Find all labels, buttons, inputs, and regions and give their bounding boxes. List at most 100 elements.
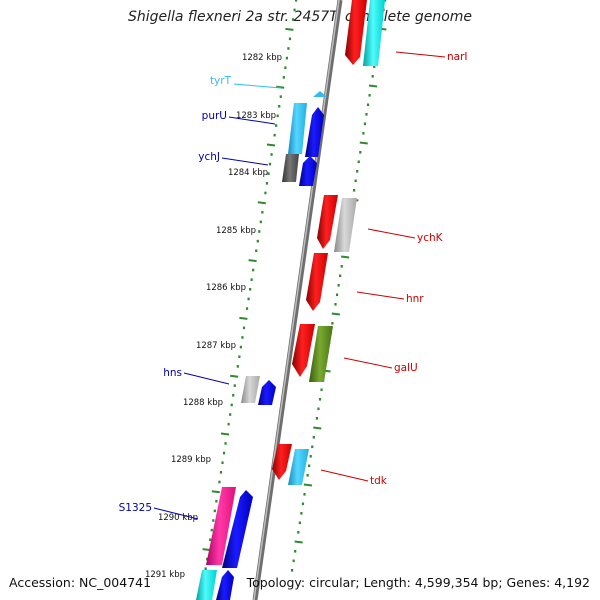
gene-purU[interactable] (288, 103, 307, 154)
major-tick (276, 85, 285, 89)
minor-tick (273, 133, 276, 137)
minor-tick (227, 422, 230, 426)
gene-galU-red[interactable] (292, 324, 315, 377)
minor-tick (275, 124, 278, 127)
gene-narI[interactable] (345, 0, 367, 65)
label-S1325[interactable]: S1325 (119, 502, 152, 514)
gene-hns[interactable] (241, 376, 260, 403)
major-tick (230, 374, 239, 378)
minor-tick (265, 182, 269, 185)
accession-text: Accession: NC_004741 (9, 575, 152, 590)
label-leaders (153, 51, 446, 520)
scale-label: 1284 kbp (228, 168, 268, 178)
major-tick (294, 540, 303, 544)
gene-ychJ-blue[interactable] (299, 156, 317, 186)
minor-tick (256, 239, 259, 243)
minor-tick (241, 336, 244, 339)
minor-tick (268, 162, 272, 166)
label-narI[interactable]: narI (447, 51, 468, 63)
label-hns[interactable]: hns (163, 367, 182, 379)
minor-tick (255, 249, 258, 253)
gene-purU-blue[interactable] (305, 107, 324, 157)
minor-tick (242, 326, 246, 330)
minor-tick (288, 37, 292, 41)
label-tdk[interactable]: tdk (370, 475, 388, 487)
gene-tdk-red[interactable] (272, 444, 292, 480)
minor-tick (301, 502, 305, 506)
gene-ychK-red[interactable] (317, 195, 338, 249)
minor-tick (294, 550, 297, 553)
minor-tick (309, 455, 312, 458)
gene-bottom-aqua[interactable] (196, 570, 217, 600)
label-tyrT[interactable]: tyrT (210, 75, 232, 87)
minor-tick (359, 151, 362, 154)
minor-tick (229, 413, 232, 416)
gene-ychJ[interactable] (282, 154, 299, 182)
minor-tick (293, 8, 296, 12)
major-tick (313, 426, 322, 430)
minor-tick (264, 191, 267, 195)
scale-label: 1285 kbp (216, 226, 256, 236)
minor-tick (259, 220, 262, 224)
minor-tick (270, 153, 273, 156)
gene-tdk[interactable] (288, 449, 309, 485)
minor-tick (308, 464, 311, 468)
major-tick (211, 490, 220, 494)
gene-galU[interactable] (309, 326, 333, 382)
scale-label: 1286 kbp (206, 283, 246, 293)
minor-tick (238, 355, 241, 359)
major-tick (368, 84, 378, 88)
gene-labels: narI tyrT purU ychJ ychK hnr galU hns td… (119, 51, 468, 514)
label-ychK[interactable]: ychK (417, 232, 444, 244)
scale-label: 1289 kbp (171, 455, 211, 465)
minor-tick (295, 0, 298, 2)
minor-tick (292, 559, 295, 563)
label-galU[interactable]: galU (394, 362, 418, 374)
scale-label: 1282 kbp (242, 53, 282, 63)
gene-S1325-blue[interactable] (222, 490, 253, 568)
minor-tick (365, 113, 368, 116)
gene-hns-blue[interactable] (258, 380, 276, 405)
minor-tick (204, 567, 207, 570)
minor-tick (354, 179, 357, 183)
minor-tick (233, 384, 236, 387)
minor-tick (300, 512, 303, 515)
minor-tick (312, 436, 315, 439)
minor-tick (232, 393, 235, 397)
gene-tyrT[interactable] (313, 91, 327, 97)
minor-tick (368, 94, 371, 97)
minor-tick (236, 365, 239, 368)
genes (196, 0, 385, 600)
minor-tick (340, 265, 343, 268)
genome-info-text: Topology: circular; Length: 4,599,354 bp… (246, 575, 590, 590)
minor-tick (276, 114, 279, 118)
minor-tick (245, 307, 249, 310)
label-ychJ[interactable]: ychJ (198, 151, 220, 163)
gene-narI-partner[interactable] (363, 0, 385, 66)
minor-tick (331, 322, 334, 325)
major-tick (303, 483, 313, 487)
gene-hnr[interactable] (306, 253, 328, 311)
minor-tick (224, 442, 227, 445)
label-hnr[interactable]: hnr (406, 293, 424, 305)
scale-label: 1290 kbp (158, 513, 198, 523)
major-tick (266, 143, 276, 147)
scale-label: 1288 kbp (183, 398, 223, 408)
scale-label: 1291 kbp (145, 570, 185, 580)
minor-tick (311, 445, 314, 449)
minor-tick (363, 122, 367, 126)
gene-S1325[interactable] (206, 487, 236, 565)
minor-tick (291, 18, 295, 21)
minor-tick (222, 451, 226, 455)
minor-tick (221, 461, 224, 464)
major-tick (341, 255, 350, 259)
minor-tick (285, 56, 288, 60)
minor-tick (258, 230, 261, 233)
minor-tick (317, 407, 320, 411)
minor-tick (249, 288, 252, 291)
label-purU[interactable]: purU (202, 110, 227, 122)
gene-bottom-blue[interactable] (216, 570, 234, 600)
gene-ychK[interactable] (334, 198, 357, 252)
scale-label: 1283 kbp (236, 111, 276, 121)
minor-tick (278, 104, 281, 108)
